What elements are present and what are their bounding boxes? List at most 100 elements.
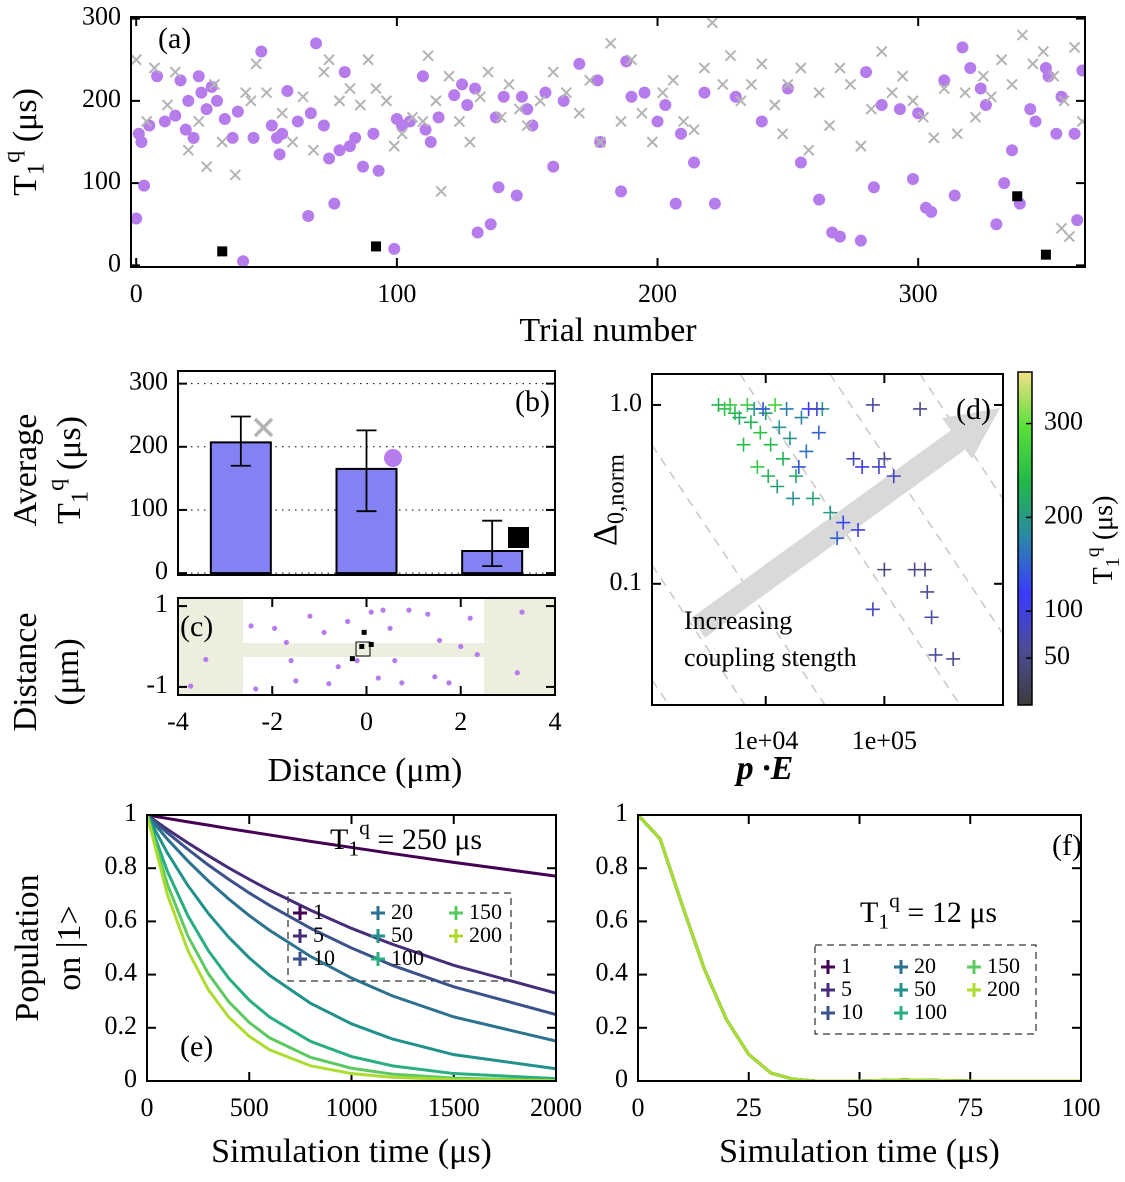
marks — [209, 415, 524, 575]
point — [750, 459, 765, 474]
point — [187, 131, 200, 144]
point — [231, 105, 244, 118]
point — [208, 78, 221, 91]
point — [745, 78, 758, 91]
point — [151, 70, 164, 83]
panel: 00.20.40.60.810 500 1000 1500 20001510205010… — [9, 798, 582, 1170]
point — [388, 140, 400, 152]
point — [928, 132, 940, 144]
legend-label: 20 — [391, 899, 413, 924]
legend-marker — [967, 960, 981, 974]
legend-label: 150 — [987, 953, 1020, 978]
point — [813, 86, 825, 99]
region-left — [179, 599, 243, 694]
qubit-box — [355, 641, 371, 657]
point — [974, 82, 987, 95]
legend-label: 5 — [841, 976, 852, 1001]
point — [503, 78, 515, 91]
point — [716, 78, 729, 91]
panel: 0.1 1.0 1e+04 1e+05 50 100 200 300 Increasing cou… — [610, 371, 1083, 787]
point — [1071, 214, 1084, 227]
label-part: 1 — [348, 836, 359, 860]
point — [732, 410, 747, 425]
point — [396, 128, 408, 140]
point — [811, 425, 826, 440]
point — [846, 451, 861, 466]
point — [1076, 115, 1085, 128]
point — [813, 193, 826, 206]
point — [946, 651, 961, 666]
point — [443, 70, 455, 82]
point — [135, 136, 148, 148]
point — [867, 181, 880, 194]
point — [791, 459, 806, 474]
line — [147, 815, 556, 1081]
guide-line — [829, 373, 1004, 635]
point — [948, 189, 961, 202]
legend-marker — [449, 929, 463, 943]
line — [147, 815, 556, 995]
point — [143, 119, 156, 132]
point — [917, 562, 932, 577]
point — [938, 74, 951, 87]
point — [959, 86, 971, 99]
point — [211, 94, 224, 107]
legend-marker — [293, 906, 307, 920]
point — [646, 136, 659, 148]
point — [1068, 41, 1081, 54]
point — [855, 140, 867, 152]
panel-label: (d) — [956, 393, 991, 426]
point — [776, 451, 791, 466]
point — [913, 401, 928, 416]
point — [534, 95, 546, 107]
point — [893, 103, 906, 116]
point — [368, 609, 374, 615]
x-tick-label: 100 — [1062, 1093, 1101, 1122]
point — [557, 94, 570, 107]
point — [761, 469, 776, 484]
point — [969, 111, 982, 124]
point — [907, 95, 919, 107]
legend-label: 100 — [914, 999, 947, 1024]
point — [1040, 249, 1051, 260]
point — [513, 103, 526, 115]
point — [615, 115, 627, 128]
point — [657, 86, 669, 99]
point — [756, 58, 768, 70]
point — [763, 437, 778, 452]
label-part: 1 — [878, 909, 889, 933]
point — [310, 37, 323, 50]
legend-label: 20 — [914, 953, 936, 978]
point — [293, 678, 299, 684]
point — [1029, 115, 1042, 128]
label-part: T — [860, 896, 878, 929]
point — [928, 647, 943, 662]
key-circle — [384, 449, 402, 467]
x-tick-label: 1000 — [326, 1093, 378, 1122]
label: T1q = 250 μs — [330, 815, 482, 860]
x-tick-label: 4 — [549, 707, 562, 736]
y-axis-label: Average — [7, 414, 44, 527]
y-axis-label: Population — [9, 874, 46, 1021]
legend-marker — [894, 1006, 908, 1020]
point — [179, 123, 192, 136]
y-tick-label: 200 — [82, 84, 121, 113]
point — [956, 41, 969, 54]
point — [995, 54, 1008, 66]
line — [147, 815, 556, 1043]
point — [906, 173, 919, 186]
point — [297, 91, 309, 103]
panel-label: (a) — [158, 22, 191, 55]
point — [203, 656, 209, 663]
line — [147, 815, 556, 1016]
point — [367, 127, 380, 140]
legend-label: 100 — [391, 945, 424, 970]
y-tick-label: 0 — [615, 1064, 628, 1093]
x-tick-label: 200 — [638, 279, 677, 308]
point — [865, 397, 880, 412]
point — [770, 479, 785, 494]
label-part: 1 — [22, 163, 49, 175]
line — [147, 815, 556, 1081]
error-bar — [230, 415, 251, 467]
